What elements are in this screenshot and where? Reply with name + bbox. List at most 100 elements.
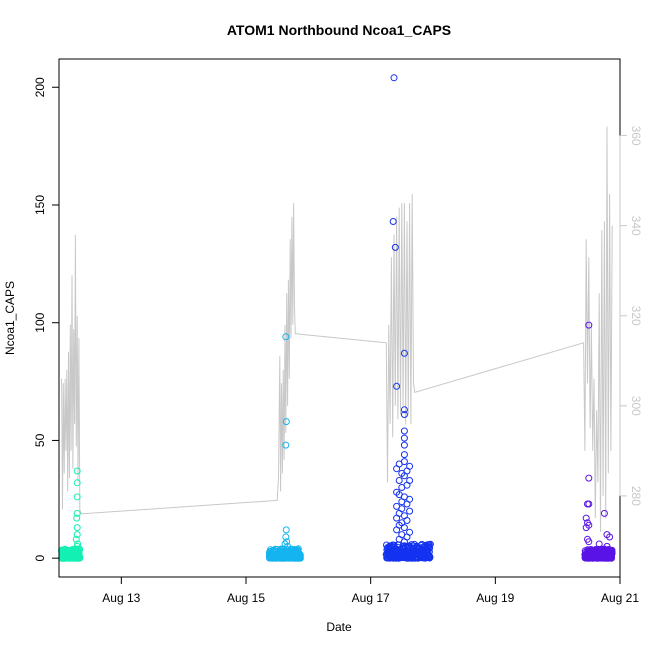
data-point (603, 542, 611, 550)
data-point (73, 542, 81, 550)
data-point (398, 484, 406, 491)
data-point (273, 554, 281, 562)
data-point (406, 507, 414, 515)
data-point (382, 551, 390, 559)
chart-title: ATOM1 Northbound Ncoa1_CAPS (227, 22, 451, 38)
x-tick-label: Aug 19 (476, 591, 514, 605)
x-axis-label: Date (326, 620, 352, 634)
data-point (400, 451, 408, 459)
data-point (390, 541, 398, 549)
data-point (282, 526, 290, 534)
y-axis-label: Ncoa1_CAPS (3, 281, 17, 355)
data-point (295, 554, 303, 562)
data-point (591, 553, 599, 561)
data-point (72, 535, 80, 543)
x-tick-label: Aug 21 (601, 591, 639, 605)
data-point (400, 472, 408, 480)
plot-frame (58, 58, 621, 578)
data-point (582, 553, 589, 561)
data-point (400, 411, 408, 418)
x-tick-label: Aug 17 (352, 591, 390, 605)
data-point (425, 544, 433, 552)
x-tick-label: Aug 15 (227, 591, 265, 605)
y2-tick-label: 340 (629, 216, 643, 236)
data-point (393, 526, 401, 534)
data-point (400, 538, 408, 546)
data-point (393, 382, 401, 390)
y-tick-label: 100 (33, 312, 47, 332)
axis-layer: Aug 13 Aug 15 Aug 17 Aug 19 Aug 21 0 50 100 150 2… (33, 77, 643, 605)
data-point (400, 524, 408, 532)
data-point (73, 479, 81, 487)
data-point (595, 547, 603, 555)
data-point (74, 550, 81, 558)
data-point (400, 427, 408, 435)
y-tick-label: 150 (33, 195, 47, 215)
data-point (285, 553, 293, 561)
point-group-1 (58, 467, 84, 562)
data-point (396, 553, 404, 561)
data-point (585, 474, 593, 482)
y-tick-label: 0 (33, 555, 47, 562)
data-point (391, 243, 399, 251)
data-point (404, 550, 412, 558)
data-point (389, 218, 397, 225)
data-point (268, 554, 276, 562)
data-point (414, 546, 422, 553)
series-layer (58, 74, 616, 562)
data-point (73, 514, 81, 522)
data-point (595, 540, 603, 548)
data-point (73, 493, 81, 501)
data-point (597, 551, 605, 559)
data-point (75, 551, 83, 559)
y2-tick-label: 280 (629, 486, 643, 506)
data-point (400, 406, 408, 414)
data-point (278, 554, 286, 562)
data-point (73, 509, 81, 517)
data-point (392, 548, 400, 555)
data-point (585, 538, 593, 546)
data-point (607, 554, 615, 562)
data-point (582, 514, 590, 522)
y2-tick-label: 320 (629, 306, 643, 326)
data-point (282, 533, 290, 541)
data-point (393, 514, 401, 522)
data-point (406, 542, 414, 550)
data-point (73, 531, 81, 539)
data-point (390, 74, 398, 82)
data-point (393, 547, 401, 555)
y2-tick-label: 300 (629, 396, 643, 416)
data-point (585, 500, 593, 508)
data-point (603, 554, 611, 562)
data-point (65, 554, 73, 562)
point-group-4 (581, 321, 616, 562)
data-point (273, 548, 281, 556)
data-point (393, 465, 401, 473)
data-point (394, 554, 402, 562)
data-point (282, 418, 290, 426)
point-group-2 (265, 333, 304, 562)
data-point (587, 548, 594, 556)
data-point (419, 549, 427, 557)
data-point (585, 321, 593, 329)
data-point (66, 553, 74, 561)
data-point (284, 542, 292, 550)
data-point (282, 441, 290, 449)
y-tick-label: 50 (33, 433, 47, 447)
data-point (400, 441, 408, 449)
data-point (73, 524, 81, 532)
data-point (424, 552, 432, 560)
point-group-3 (382, 74, 434, 562)
data-point (285, 550, 293, 557)
data-point (400, 349, 408, 357)
data-point (68, 554, 76, 562)
data-point (600, 509, 608, 517)
data-point (410, 540, 418, 548)
data-point (606, 533, 614, 541)
data-point (403, 500, 411, 508)
data-point (582, 524, 590, 532)
data-point (282, 333, 290, 341)
x-tick-label: Aug 13 (102, 591, 140, 605)
data-point (74, 540, 82, 548)
